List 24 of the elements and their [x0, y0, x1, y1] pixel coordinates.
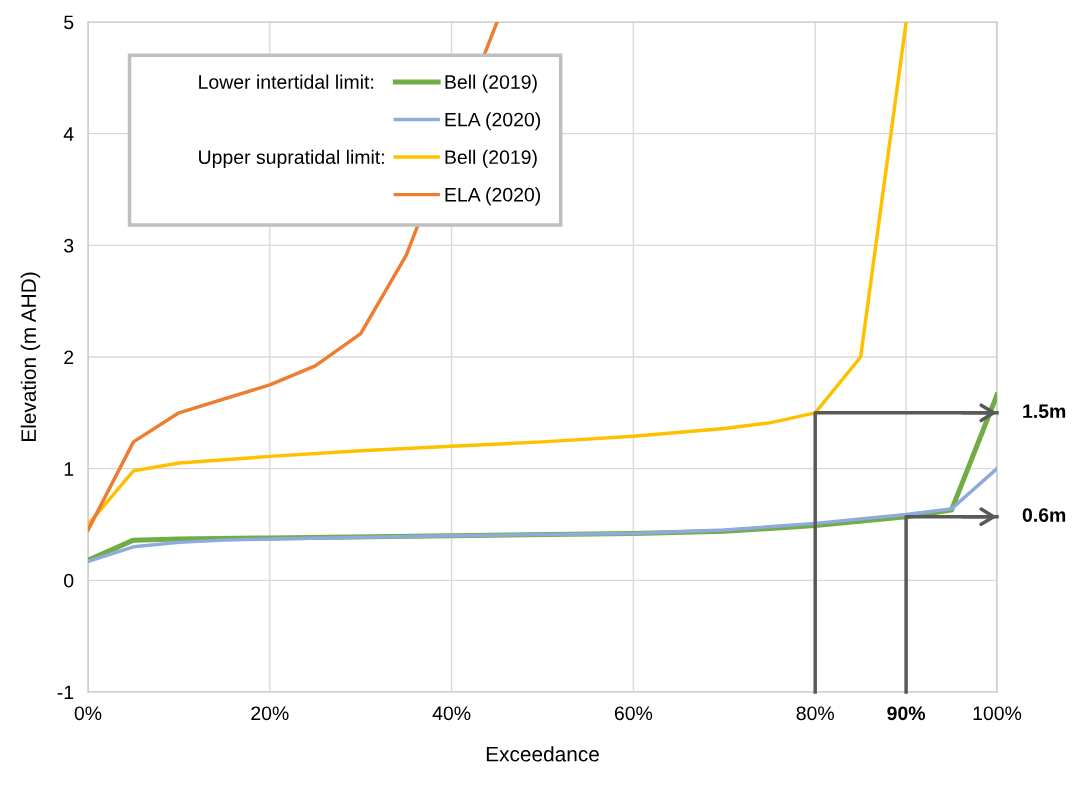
annotation: Upper supratidal limit:	[199, 149, 384, 168]
x-tick-label: 90%	[887, 706, 926, 721]
y-tick-label: 5	[64, 15, 74, 30]
annotation: Lower intertidal limit:	[199, 74, 374, 89]
legend-label: Bell (2019)	[445, 149, 537, 168]
x-tick-label: 20%	[251, 706, 289, 721]
x-tick-label: 80%	[796, 706, 834, 721]
y-axis-title: Elevation (m AHD)	[20, 272, 41, 441]
legend-label: ELA (2020)	[445, 112, 541, 131]
y-tick-label: 1	[64, 462, 74, 476]
text: 0.6m	[1022, 508, 1066, 522]
y-tick-label: 2	[64, 350, 74, 365]
x-axis-title: Exceedance	[486, 746, 599, 762]
y-tick-label: 3	[64, 238, 74, 253]
legend-label: ELA (2020)	[445, 187, 541, 206]
y-tick-label: -1	[57, 685, 74, 700]
x-tick-label: 40%	[432, 706, 471, 721]
legend-label: Bell (2019)	[445, 74, 537, 93]
x-tick-label: 100%	[973, 706, 1022, 721]
x-tick-label: 60%	[614, 706, 653, 721]
y-tick-label: 0	[64, 573, 74, 588]
y-tick-label: 4	[63, 127, 74, 141]
x-tick-label: 0%	[74, 706, 102, 721]
text: 1.5m	[1023, 404, 1066, 419]
